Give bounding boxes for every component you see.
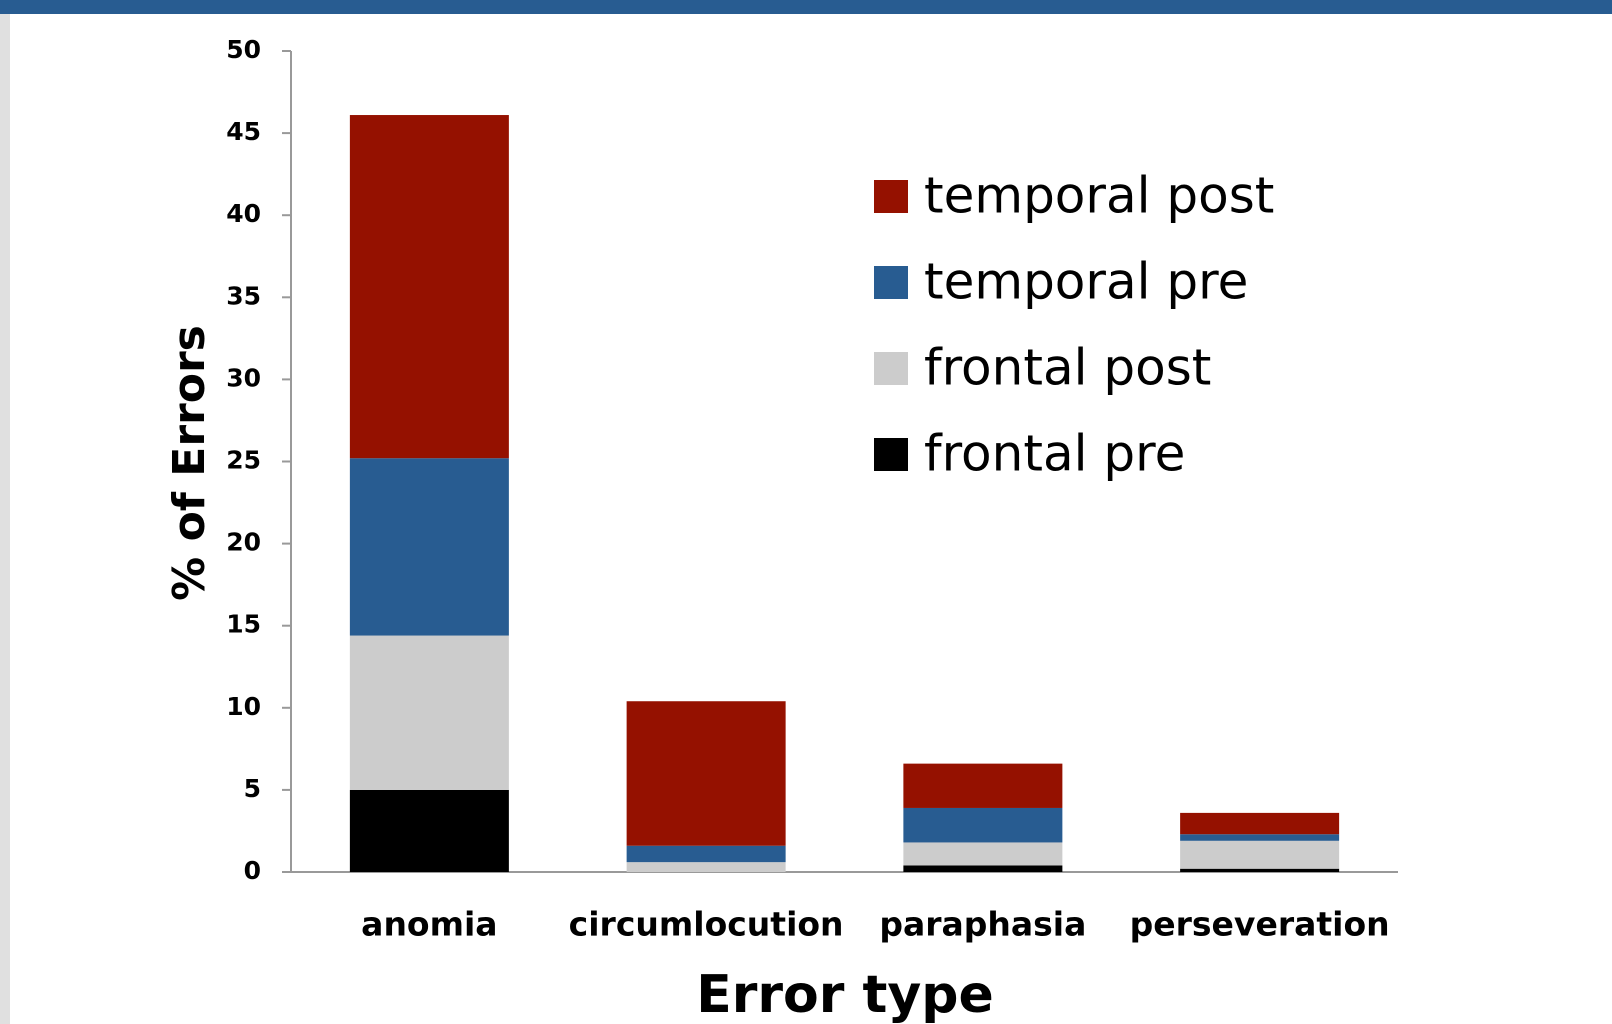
bar-segment [903,842,1063,866]
legend-swatch [874,352,908,385]
legend-label: frontal pre [924,425,1185,483]
bar-segment [626,845,786,863]
x-tick-label: perseveration [1130,905,1390,944]
y-tick-label: 35 [226,281,261,310]
bar-segment [626,862,786,872]
y-tick-label: 15 [226,610,261,639]
bar-segment [1180,834,1340,841]
bar-segment [626,701,786,846]
y-tick-label: 25 [226,446,261,475]
y-tick-label: 10 [226,692,261,721]
bar-segment [349,458,509,636]
bar-segment [903,865,1063,872]
x-tick-label: circumlocution [569,905,844,944]
y-tick-label: 20 [226,528,261,557]
left-strip [0,14,10,1024]
y-tick-label: 45 [226,117,261,146]
y-tick-label: 0 [244,856,261,885]
legend-label: frontal post [924,339,1211,397]
bar-segment [1180,812,1340,835]
top-bar [0,0,1612,14]
y-tick-label: 50 [226,35,261,64]
bar-segment [903,763,1063,808]
bar-segment [349,789,509,872]
bar-segment [1180,868,1340,872]
legend-label: temporal post [924,167,1274,225]
legend-swatch [874,438,908,471]
legend-label: temporal pre [924,253,1248,311]
x-tick-label: anomia [361,905,497,944]
bar-segment [903,807,1063,843]
bar-segment [349,115,509,459]
bar-segment [349,635,509,790]
y-tick-label: 40 [226,199,261,228]
y-axis-label: % of Errors [164,325,215,601]
x-tick-label: paraphasia [879,905,1086,944]
legend-swatch [874,180,908,213]
legend-swatch [874,266,908,299]
bar-segment [1180,840,1340,869]
y-tick-label: 5 [244,774,261,803]
y-tick-label: 30 [226,363,261,392]
x-axis-label: Error type [696,965,994,1024]
